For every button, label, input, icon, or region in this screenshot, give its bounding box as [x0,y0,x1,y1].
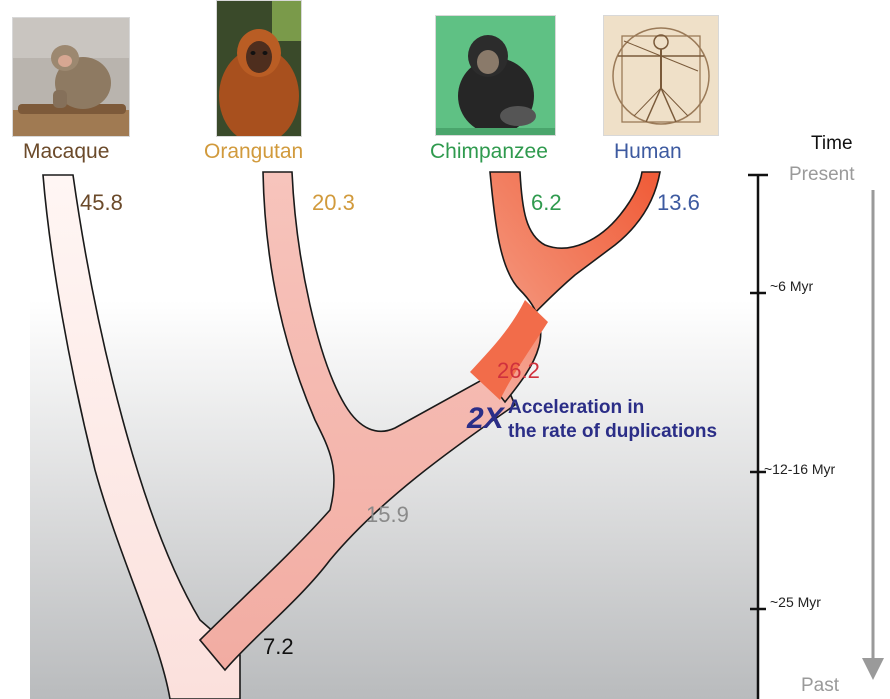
vitruvian-man-photo [603,15,719,136]
rate-african-ape-branch: 26.2 [497,358,540,383]
orangutan-icon [217,1,301,136]
orangutan-branch [198,171,516,672]
african-ape-stem [470,300,548,400]
acceleration-factor: 2X [467,402,504,435]
rate-chimpanzee: 6.2 [531,190,562,215]
macaque-photo [12,17,130,137]
chimpanzee-icon [436,16,555,135]
orangutan-photo [216,0,302,137]
rate-macaque: 45.8 [80,190,123,215]
tick-label-12-16-myr: ~12-16 Myr [764,461,836,477]
time-arrow-head [862,658,884,680]
vitruvian-man-icon [604,16,718,135]
species-label-human: Human [614,140,682,163]
acceleration-line-2: the rate of duplications [508,421,718,442]
time-axis-title: Time [811,133,853,154]
macaque-icon [13,18,129,136]
time-past-label: Past [801,675,840,696]
tick-label-6-myr: ~6 Myr [770,278,814,294]
acceleration-line-1: Acceleration in [508,397,645,418]
species-label-chimpanzee: Chimpanzee [430,140,548,163]
chimpanzee-photo [435,15,556,136]
tick-label-25-myr: ~25 Myr [770,594,821,610]
species-label-orangutan: Orangutan [204,140,304,163]
species-label-macaque: Macaque [23,140,110,163]
acceleration-description: Acceleration in the rate of duplications [508,396,717,444]
rate-orangutan: 20.3 [312,190,355,215]
rate-human: 13.6 [657,190,700,215]
rate-orangutan-african-split: 15.9 [366,502,409,527]
time-present-label: Present [789,164,855,185]
rate-great-ape-root: 7.2 [263,634,294,659]
macaque-branch [42,174,241,699]
